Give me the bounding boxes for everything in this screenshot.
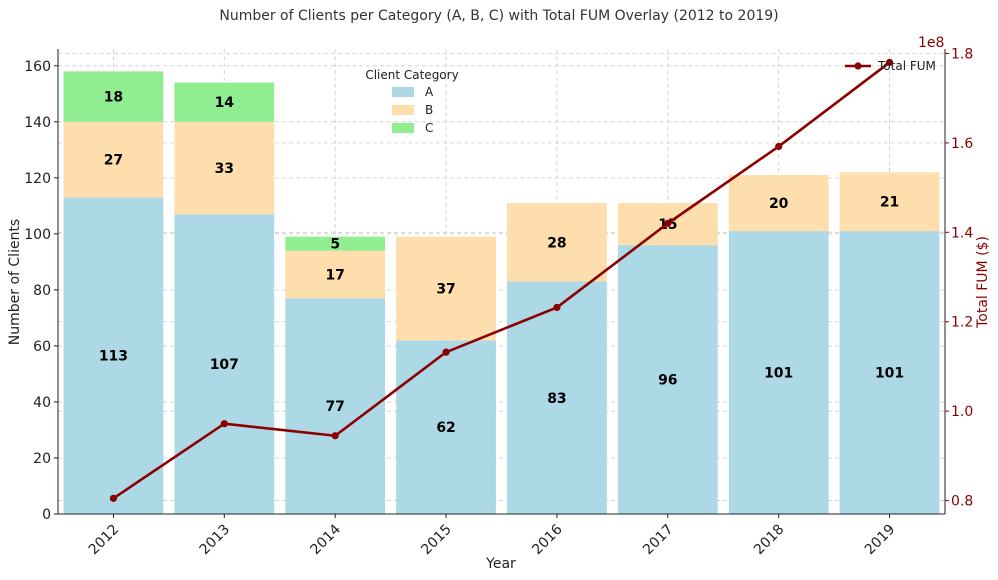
fum-line-point bbox=[220, 420, 228, 428]
line-legend-label: Total FUM bbox=[877, 59, 936, 73]
fum-line-point bbox=[775, 142, 783, 151]
legend: Client Category ABC bbox=[365, 68, 458, 135]
bar-b bbox=[839, 172, 940, 232]
y-tick-label: 100 bbox=[24, 227, 51, 243]
y2-tick-label: 0.8 bbox=[951, 494, 973, 510]
legend-label-c: C bbox=[425, 121, 433, 135]
x-tick-label: 2018 bbox=[751, 522, 788, 559]
bar-value-label: 14 bbox=[215, 95, 235, 111]
bar-value-label: 20 bbox=[769, 196, 789, 212]
bar-value-label: 21 bbox=[880, 195, 899, 211]
y2-tick-label: 1.6 bbox=[951, 136, 973, 152]
fum-line-point bbox=[109, 494, 118, 502]
y2-tick-label: 1.2 bbox=[951, 315, 973, 331]
legend-swatch-a bbox=[392, 87, 414, 97]
fum-line-path bbox=[112, 61, 891, 500]
fum-line-point bbox=[442, 348, 450, 356]
y2-tick-label: 1.0 bbox=[951, 404, 973, 420]
bar-labels: 1132718107331477175623783289615101201012… bbox=[99, 90, 904, 437]
fum-line-point bbox=[331, 432, 339, 440]
bar-a bbox=[728, 231, 829, 514]
bar-value-label: 113 bbox=[99, 349, 128, 365]
x-tick-label: 2016 bbox=[529, 521, 566, 558]
y-tick-label: 40 bbox=[33, 395, 51, 411]
bar-a bbox=[396, 340, 496, 514]
bar-value-label: 77 bbox=[325, 399, 344, 415]
bar-b bbox=[174, 121, 275, 215]
y-tick-label: 140 bbox=[24, 115, 51, 131]
axes: 0 20 40 60 80 100 120 140 160 0.8 1.0 1.2 1.4 1.6 1.8 2… bbox=[24, 46, 973, 558]
x-tick-label: 2017 bbox=[640, 522, 677, 559]
x-tick-label: 2013 bbox=[197, 522, 234, 559]
bar-a bbox=[285, 298, 386, 514]
bar-c bbox=[285, 236, 386, 251]
bar-value-label: 28 bbox=[547, 235, 566, 251]
bar-b bbox=[396, 236, 496, 341]
fum-line bbox=[109, 58, 894, 502]
bar-value-label: 17 bbox=[325, 267, 344, 283]
bar-b bbox=[285, 250, 386, 299]
y-tick-label: 80 bbox=[33, 283, 51, 299]
legend-swatch-b bbox=[392, 105, 414, 115]
y-tick-label: 160 bbox=[24, 59, 51, 75]
y-tick-label: 0 bbox=[42, 507, 51, 523]
bar-value-label: 37 bbox=[436, 282, 455, 298]
legend-title: Client Category bbox=[365, 68, 458, 82]
bar-value-label: 33 bbox=[215, 161, 234, 177]
bar-value-label: 5 bbox=[330, 237, 340, 253]
bar-a bbox=[617, 245, 718, 514]
legend-swatch-c bbox=[392, 123, 414, 133]
fum-line-point bbox=[553, 303, 561, 312]
x-tick-label: 2019 bbox=[862, 522, 899, 559]
fum-line-point bbox=[664, 219, 672, 227]
x-tick-label: 2014 bbox=[308, 521, 345, 558]
bar-a bbox=[174, 214, 275, 514]
bar-value-label: 27 bbox=[104, 153, 123, 169]
bar-b bbox=[63, 121, 164, 198]
bar-value-label: 83 bbox=[547, 391, 566, 407]
bar-value-label: 101 bbox=[875, 366, 904, 382]
bar-value-label: 96 bbox=[658, 373, 677, 389]
x-axis-label: Year bbox=[485, 556, 516, 572]
bar-value-label: 62 bbox=[436, 420, 455, 436]
bar-value-label: 107 bbox=[210, 357, 239, 373]
bar-a bbox=[63, 197, 164, 514]
bar-value-label: 18 bbox=[104, 90, 123, 106]
y2-axis-label: Total FUM ($) bbox=[975, 236, 991, 329]
x-tick-label: 2015 bbox=[418, 522, 455, 559]
legend-label-b: B bbox=[425, 103, 433, 117]
bar-b bbox=[728, 175, 829, 232]
line-legend-marker bbox=[854, 62, 862, 70]
legend-label-a: A bbox=[425, 85, 434, 99]
y-axis-label: Number of Clients bbox=[7, 219, 23, 345]
y-tick-label: 120 bbox=[24, 171, 51, 187]
x-tick-label: 2012 bbox=[86, 522, 123, 559]
bar-value-label: 101 bbox=[764, 366, 793, 382]
bar-c bbox=[174, 82, 275, 122]
y-tick-label: 60 bbox=[33, 339, 51, 355]
bar-c bbox=[63, 71, 164, 122]
bar-b bbox=[507, 203, 607, 282]
fum-line-point bbox=[885, 58, 894, 67]
chart-title: Number of Clients per Category (A, B, C)… bbox=[219, 8, 778, 24]
bars bbox=[63, 71, 940, 514]
y2-tick-label: 1.4 bbox=[951, 225, 973, 241]
bar-a bbox=[839, 231, 940, 514]
y2-multiplier-label: 1e8 bbox=[918, 35, 944, 51]
y2-tick-label: 1.8 bbox=[951, 46, 973, 62]
y-tick-label: 20 bbox=[33, 451, 51, 467]
line-legend: Total FUM bbox=[845, 59, 936, 73]
